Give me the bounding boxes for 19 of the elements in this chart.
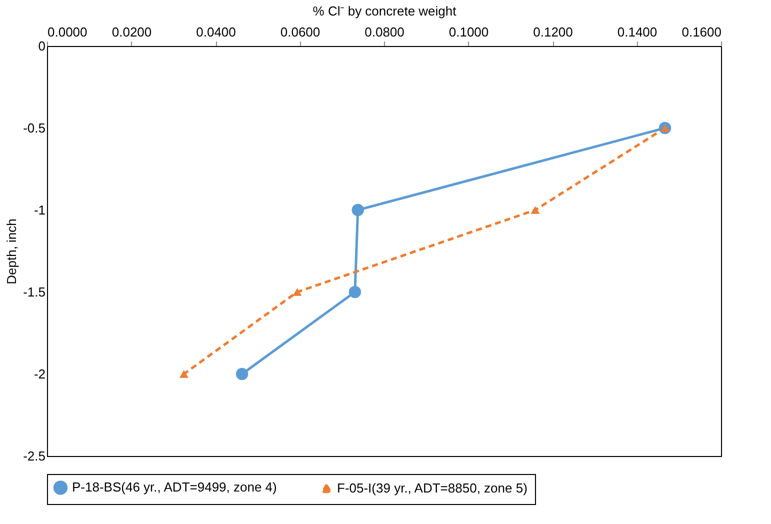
x-tick-label: 0.1400 <box>617 24 658 40</box>
x-axis-title: % Cl⁻ by concrete weight <box>312 4 457 18</box>
y-tick-label: 0 <box>38 38 46 54</box>
x-tick-label: 0.0600 <box>280 24 320 40</box>
y-tick-label: -2 <box>34 366 46 382</box>
x-tick-label: 0.0400 <box>196 24 236 40</box>
legend-label: F-05-I(39 yr., ADT=8850, zone 5) <box>337 480 528 496</box>
x-tick-label: 0.1000 <box>448 24 489 40</box>
y-tick-label: -1.5 <box>23 284 46 300</box>
x-tick-label: 0.0000 <box>48 24 88 40</box>
y-axis-title: Depth, inch <box>4 218 20 284</box>
y-tick-label: -2.5 <box>23 448 46 464</box>
x-tick-label: 0.1200 <box>533 24 573 40</box>
x-tick-label: 0.1600 <box>682 24 722 40</box>
legend-label: P-18-BS(46 yr., ADT=9499, zone 4) <box>72 480 277 495</box>
x-tick-label: 0.0200 <box>112 24 152 40</box>
y-tick-label: -0.5 <box>23 120 46 136</box>
y-tick-label: -1 <box>34 202 46 218</box>
x-tick-label: 0.0800 <box>364 24 404 40</box>
